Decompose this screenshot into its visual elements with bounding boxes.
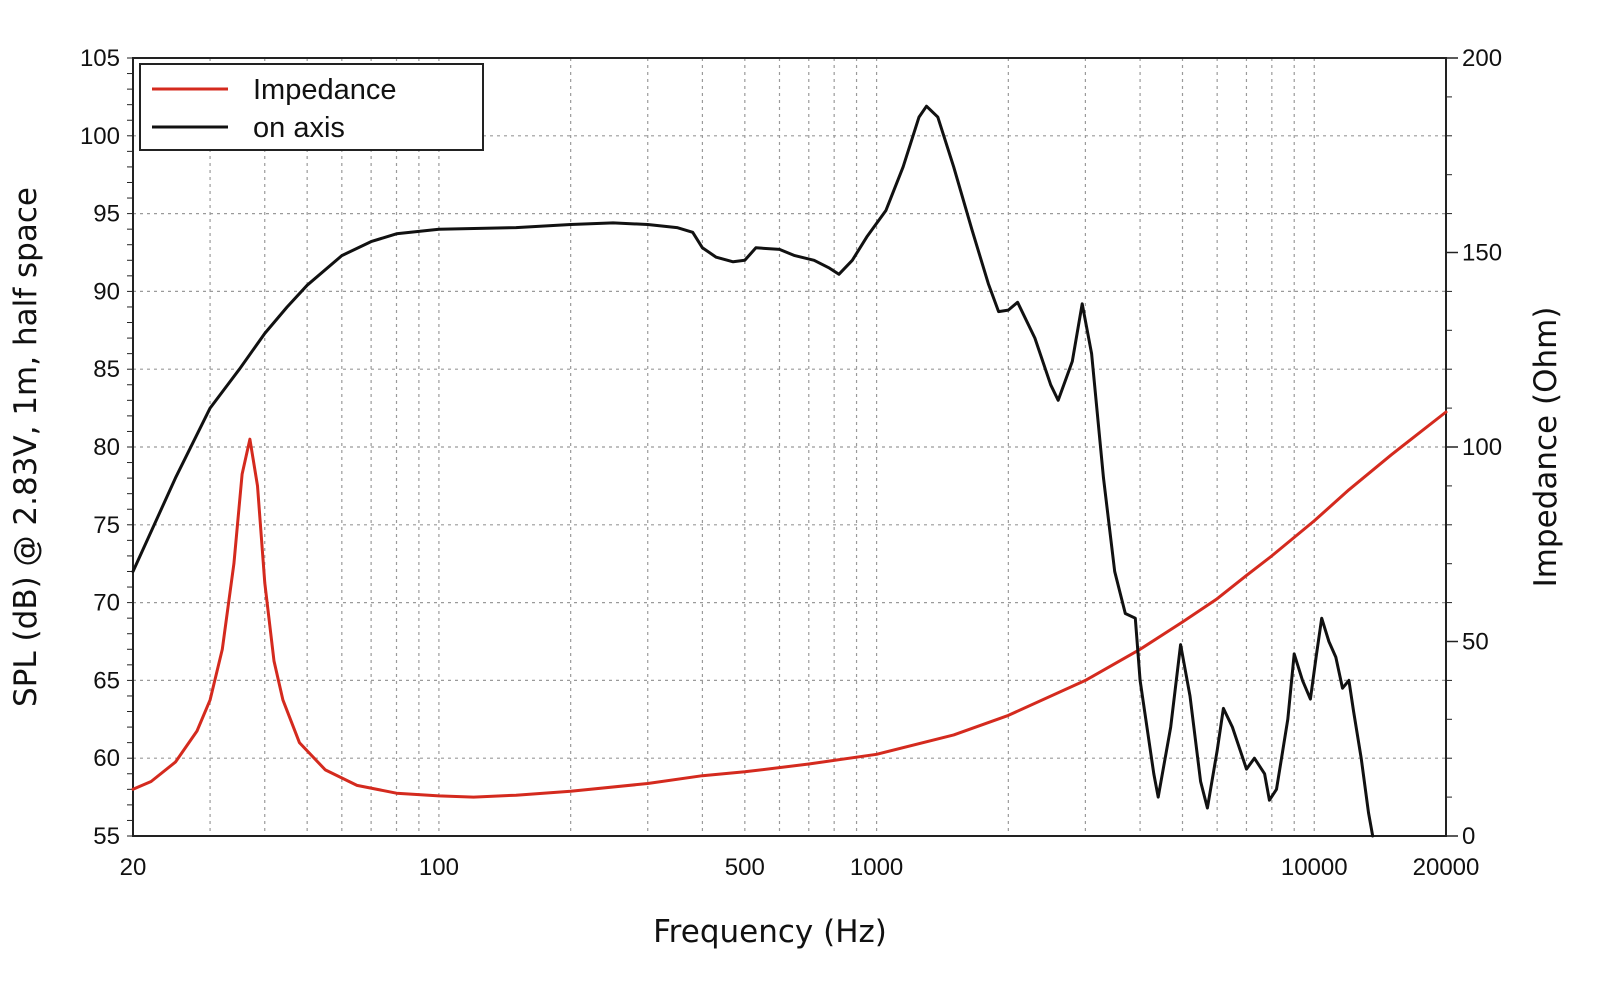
y2-tick-label: 150 (1462, 240, 1502, 267)
series-line-impedance (131, 410, 1448, 799)
grid-lines (133, 58, 1446, 836)
x-tick-label: 100 (419, 854, 459, 881)
x-tick-label: 20000 (1413, 854, 1480, 881)
x-tick-label: 10000 (1281, 854, 1348, 881)
y-tick-label: 65 (93, 667, 120, 694)
y-tick-label: 95 (93, 201, 120, 228)
y2-tick-label: 50 (1462, 629, 1489, 656)
y2-axis-title: Impedance (Ohm) (1528, 307, 1564, 588)
x-tick-label: 20 (120, 854, 147, 881)
y-tick-label: 80 (93, 434, 120, 461)
series-line-on-axis (131, 104, 1375, 838)
y2-tick-label: 100 (1462, 434, 1502, 461)
legend-label-on-axis: on axis (253, 112, 345, 144)
legend: Impedance on axis (139, 63, 484, 151)
y-tick-label: 55 (93, 823, 120, 850)
legend-label-impedance: Impedance (253, 74, 397, 106)
x-tick-label: 1000 (850, 854, 903, 881)
y2-tick-label: 0 (1462, 823, 1475, 850)
legend-box (139, 63, 484, 151)
y2-tick-label: 200 (1462, 45, 1502, 72)
x-tick-label: 500 (725, 854, 765, 881)
series-lines (131, 104, 1448, 838)
y-tick-label: 85 (93, 356, 120, 383)
y-tick-label: 70 (93, 590, 120, 617)
y-tick-label: 105 (80, 45, 120, 72)
y-tick-label: 75 (93, 512, 120, 539)
tick-labels: 20 100 500 1000 10000 20000556065707580859095… (80, 45, 1502, 881)
x-axis-title: Frequency (Hz) (653, 914, 887, 950)
y-axis-title: SPL (dB) @ 2.83V, 1m, half space (8, 187, 44, 707)
y-tick-label: 100 (80, 123, 120, 150)
y-tick-label: 90 (93, 278, 120, 305)
y-tick-label: 60 (93, 745, 120, 772)
